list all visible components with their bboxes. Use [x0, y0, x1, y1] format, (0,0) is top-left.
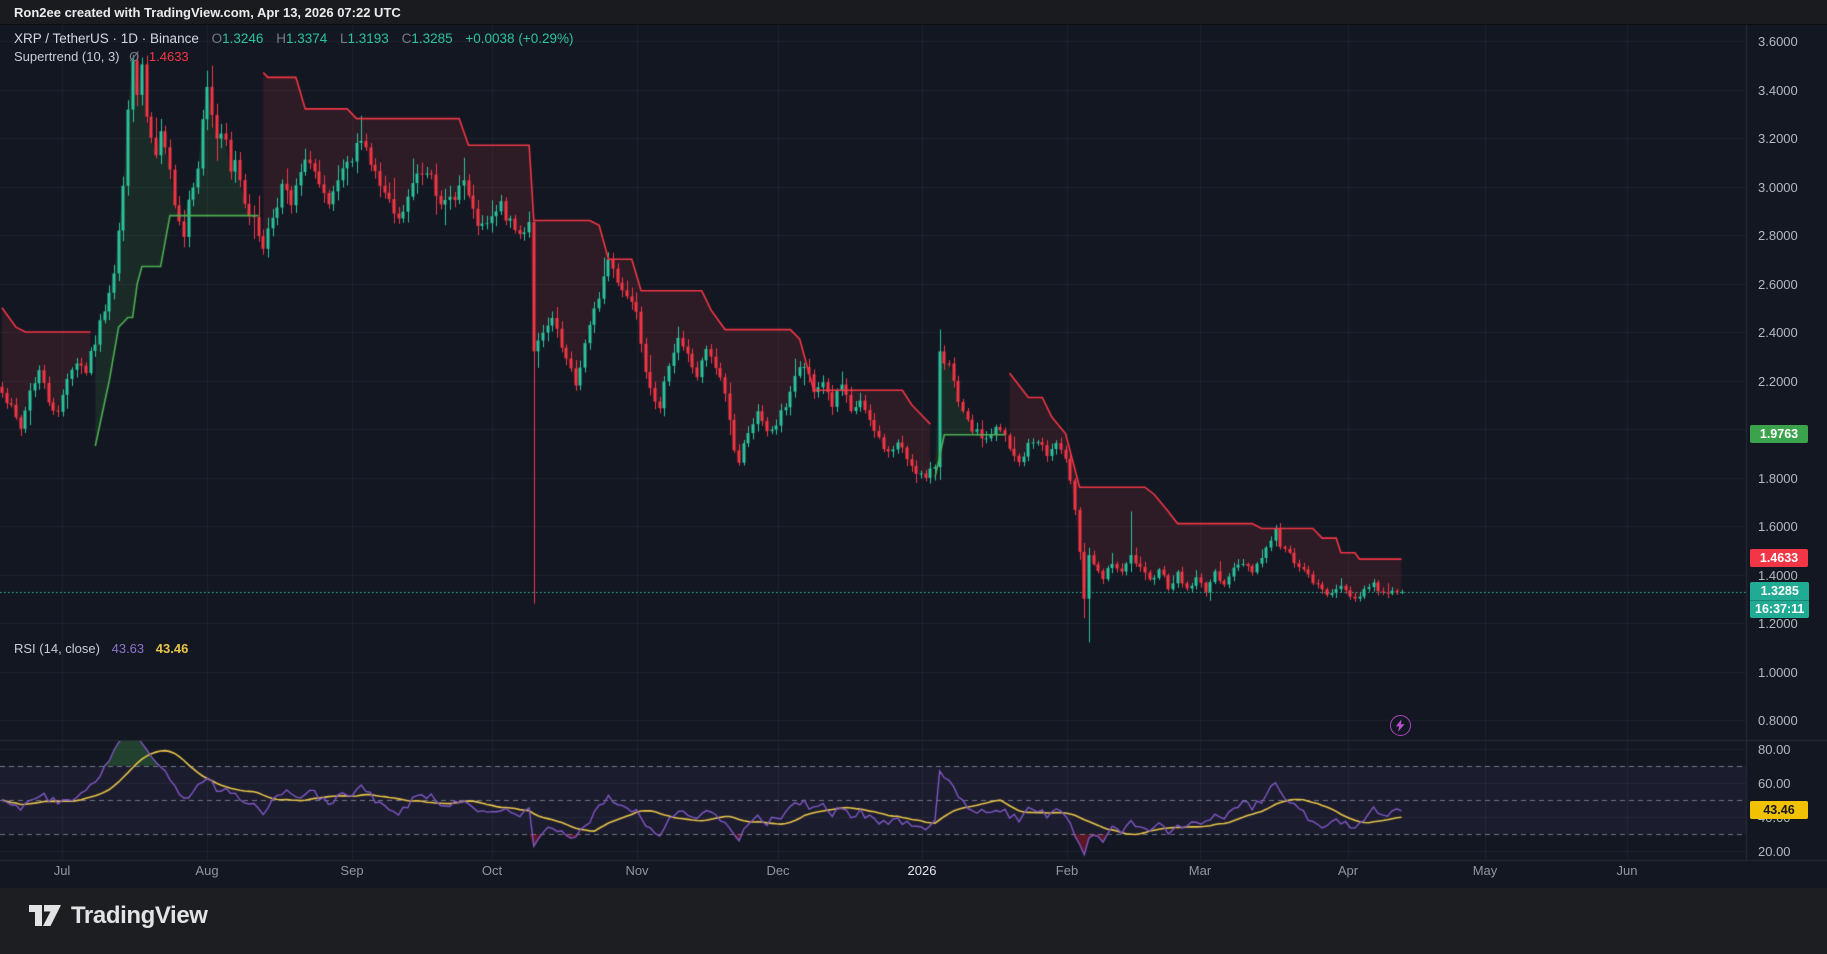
time-tick-label: Jun [1616, 863, 1638, 878]
time-tick-label: Feb [1055, 863, 1079, 878]
rsi-ma-axis-label: 43.46 [1750, 801, 1808, 819]
tradingview-brand-text: TradingView [71, 902, 208, 929]
rsi-tick-label: 60.00 [1758, 775, 1791, 791]
lightning-bolt-icon [1395, 719, 1405, 732]
time-tick-label: Dec [766, 863, 790, 878]
price-tick-label: 1.2000 [1758, 616, 1798, 631]
supertrend-down-price-label: 1.4633 [1750, 549, 1808, 567]
price-tick-label: 2.4000 [1758, 325, 1798, 340]
symbol-title: XRP / TetherUS · 1D · Binance [14, 31, 199, 46]
price-tick-label: 2.6000 [1758, 276, 1798, 292]
time-tick-label: Oct [481, 863, 503, 878]
price-tick-label: 3.2000 [1758, 131, 1798, 146]
time-tick-label: 2026 [907, 863, 937, 878]
rsi-legend[interactable]: RSI (14, close) 43.63 43.46 [14, 641, 188, 656]
close-value: 1.3285 [411, 31, 453, 46]
rsi-tick-label: 20.00 [1758, 844, 1791, 860]
price-tick-label: 2.2000 [1758, 373, 1798, 389]
time-tick-label: Jul [53, 863, 71, 878]
price-tick-label: 1.0000 [1758, 664, 1798, 680]
watermark-bar: Ron2ee created with TradingView.com, Apr… [0, 0, 1827, 25]
price-tick-label: 3.4000 [1758, 82, 1798, 98]
price-tick-label: 1.6000 [1758, 519, 1798, 534]
time-tick-label: Mar [1188, 863, 1212, 878]
close-label: C [401, 31, 412, 46]
bar-countdown: 16:37:11 [1750, 600, 1810, 618]
price-tick-label: 0.8000 [1758, 713, 1798, 728]
tradingview-logo[interactable]: TradingView [28, 902, 208, 930]
open-value: 1.3246 [222, 31, 264, 46]
chart-canvas[interactable] [0, 25, 1827, 888]
price-tick-label: 3.0000 [1758, 179, 1798, 195]
last-price-value: 1.3285 [1760, 584, 1799, 598]
symbol-legend[interactable]: XRP / TetherUS · 1D · Binance O1.3246 H1… [14, 31, 573, 46]
rsi-name: RSI (14, close) [14, 641, 100, 656]
open-label: O [211, 31, 223, 46]
last-price-label: 1.3285 16:37:11 [1750, 582, 1810, 618]
change-value: +0.0038 (+0.29%) [465, 31, 574, 46]
time-tick-label: Sep [340, 863, 364, 878]
time-tick-label: Aug [195, 863, 219, 878]
rsi-ma-value: 43.46 [155, 641, 189, 656]
tradingview-logo-icon [29, 905, 61, 926]
supertrend-legend[interactable]: Supertrend (10, 3) Ø 1.4633 [14, 49, 189, 64]
price-tick-label: 1.8000 [1758, 470, 1798, 486]
time-tick-label: Nov [625, 863, 649, 878]
supertrend-value: 1.4633 [148, 49, 189, 64]
price-tick-label: 2.8000 [1758, 228, 1798, 243]
supertrend-name: Supertrend (10, 3) [14, 49, 120, 64]
footer-bar: TradingView [0, 888, 1827, 954]
time-tick-label: May [1472, 863, 1498, 878]
price-tick-label: 1.4000 [1758, 567, 1798, 583]
time-tick-label: Apr [1337, 863, 1359, 878]
high-value: 1.3374 [285, 31, 328, 46]
watermark-text: Ron2ee created with TradingView.com, Apr… [14, 5, 401, 20]
supertrend-up-price-label: 1.9763 [1750, 425, 1808, 443]
low-value: 1.3193 [347, 31, 389, 46]
price-tick-label: 3.6000 [1758, 34, 1798, 49]
rsi-value: 43.63 [111, 641, 145, 656]
supertrend-source-icon: Ø [129, 49, 140, 64]
low-label: L [340, 31, 348, 46]
rsi-tick-label: 80.00 [1758, 741, 1791, 757]
instant-trading-button[interactable] [1389, 715, 1411, 736]
high-label: H [276, 31, 286, 46]
